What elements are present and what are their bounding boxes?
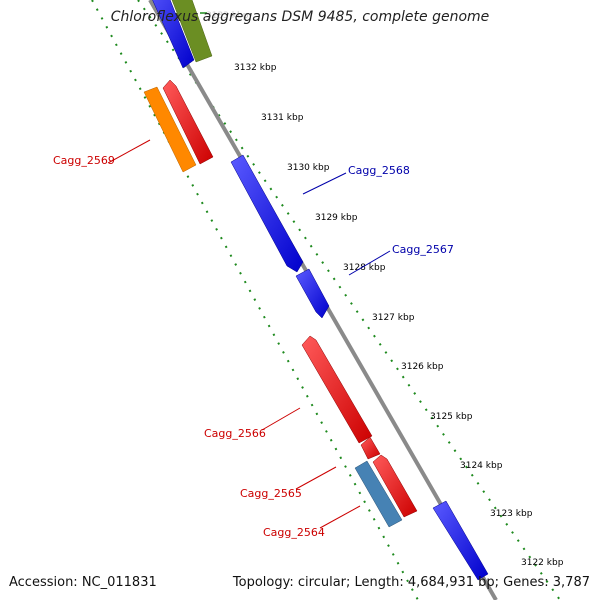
svg-text:Cagg_2569: Cagg_2569 — [53, 154, 115, 167]
svg-text:Cagg_2566: Cagg_2566 — [204, 427, 266, 440]
tick-3130: 3130 kbp — [287, 163, 330, 173]
gene-top-blue[interactable] — [148, 0, 195, 69]
svg-text:Cagg_2565: Cagg_2565 — [240, 487, 302, 500]
genome-title: Chloroflexus aggregans DSM 9485, complet… — [110, 9, 490, 25]
tick-label-3125: 3125 kbp — [430, 412, 473, 422]
gene-cagg-2568[interactable] — [230, 154, 304, 273]
tick-3127: 3127 kbp — [372, 313, 415, 323]
accession-text: Accession: NC_011831 — [9, 575, 157, 590]
tick-3131: 3131 kbp — [261, 113, 304, 123]
gene-cagg-2566[interactable] — [301, 335, 373, 444]
tick-label-3133: 3133 kbp — [206, 11, 249, 21]
tick-label-3127: 3127 kbp — [372, 313, 415, 323]
tick-3124: 3124 kbp — [460, 461, 503, 471]
tick-3128: 3128 kbp — [343, 263, 386, 273]
gene-top-olive[interactable] — [171, 0, 213, 63]
tick-label-3129: 3129 kbp — [315, 213, 358, 223]
label-cagg-2569[interactable]: Cagg_2569 — [53, 139, 151, 167]
gene-cagg-2567[interactable] — [295, 268, 330, 319]
gene-cagg-2569[interactable] — [143, 86, 197, 173]
tick-label-3131: 3131 kbp — [261, 113, 304, 123]
tick-label-3130: 3130 kbp — [287, 163, 330, 173]
tick-label-3128: 3128 kbp — [343, 263, 386, 273]
label-cagg-2566[interactable]: Cagg_2566 — [204, 407, 301, 440]
label-cagg-2568[interactable]: Cagg_2568 — [302, 164, 410, 195]
tick-3132: 3132 kbp — [234, 63, 277, 73]
tick-3125: 3125 kbp — [430, 412, 473, 422]
tick-3122: 3122 kbp — [521, 558, 564, 568]
svg-text:Cagg_2567: Cagg_2567 — [392, 243, 454, 256]
gene-bottom-blue[interactable] — [432, 500, 489, 581]
tick-label-3123: 3123 kbp — [490, 509, 533, 519]
tick-label-3124: 3124 kbp — [460, 461, 503, 471]
gene-cagg-2565[interactable] — [372, 454, 418, 518]
tick-3123: 3123 kbp — [490, 509, 533, 519]
tick-label-3132: 3132 kbp — [234, 63, 277, 73]
label-cagg-2567[interactable]: Cagg_2567 — [348, 243, 454, 276]
label-cagg-2565[interactable]: Cagg_2565 — [240, 466, 337, 500]
genome-summary-text: Topology: circular; Length: 4,684,931 bp… — [232, 575, 590, 590]
gene-cagg-2569-red[interactable] — [162, 79, 214, 165]
svg-text:Cagg_2564: Cagg_2564 — [263, 526, 325, 539]
gene-cagg-2566-small[interactable] — [360, 436, 381, 460]
svg-text:Cagg_2568: Cagg_2568 — [348, 164, 410, 177]
tick-3133: 3133 kbp — [200, 11, 249, 21]
tick-label-3122: 3122 kbp — [521, 558, 564, 568]
label-cagg-2564[interactable]: Cagg_2564 — [263, 505, 361, 539]
outer-dotted-ring — [137, 0, 561, 600]
gene-cagg-2564[interactable] — [354, 460, 403, 528]
inner-dotted-ring — [91, 0, 419, 600]
tick-3129: 3129 kbp — [315, 213, 358, 223]
tick-label-3126: 3126 kbp — [401, 362, 444, 372]
tick-3126: 3126 kbp — [401, 362, 444, 372]
